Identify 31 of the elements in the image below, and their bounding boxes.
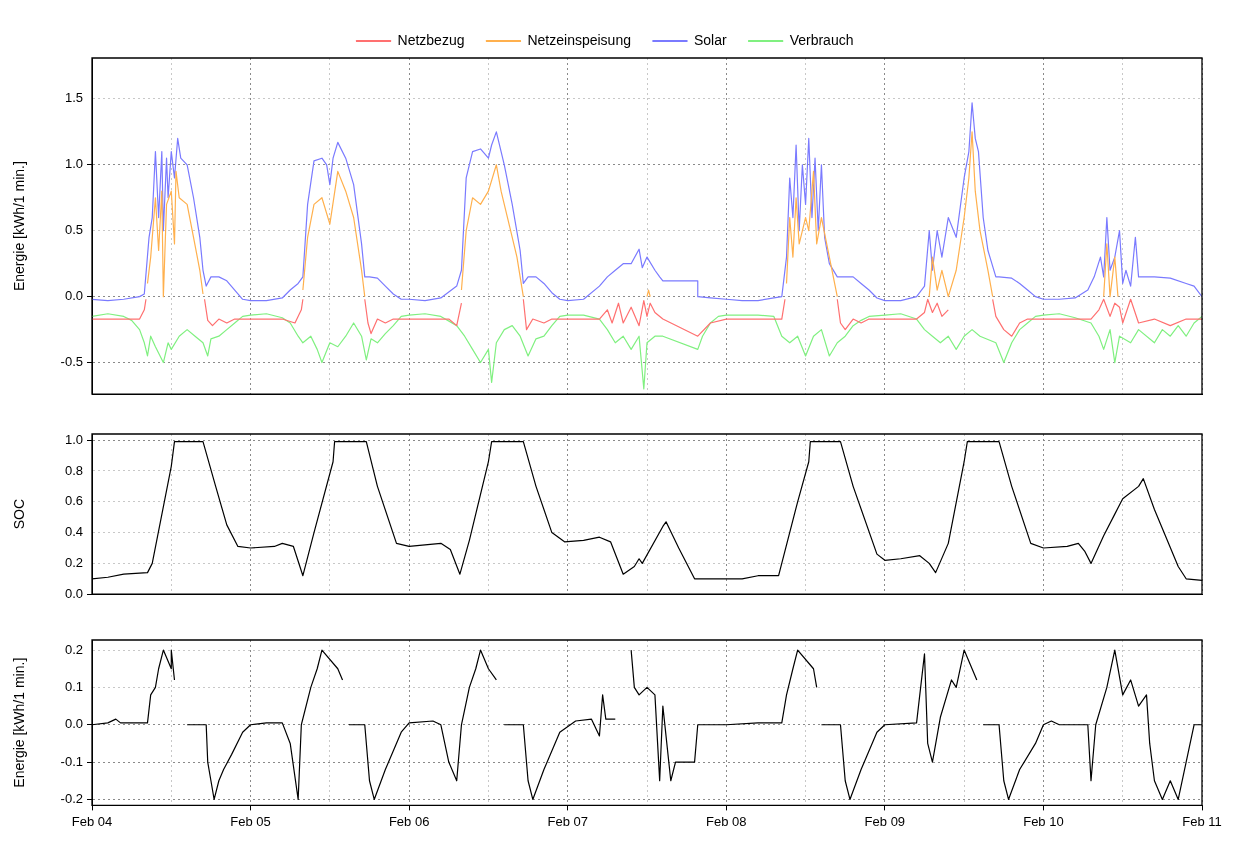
y-tick-label: -0.5 (60, 354, 83, 370)
x-tick-label: Feb 07 (547, 813, 588, 829)
y-axis-title: SOC (11, 498, 28, 530)
x-tick-label: Feb 09 (864, 813, 906, 829)
legend-label: Netzeinspeisung (527, 31, 631, 48)
y-tick-label: 0.5 (64, 222, 83, 238)
x-tick-label: Feb 11 (1182, 813, 1222, 829)
y-tick-label: 0.2 (64, 554, 83, 570)
y-axis-title: Energie [kWh/1 min.] (11, 161, 28, 292)
y-tick-label: -0.2 (60, 791, 83, 806)
y-tick-label: 0.1 (64, 679, 83, 694)
y-tick-label: 0.4 (64, 524, 83, 540)
y-tick-label: 0.6 (64, 493, 83, 509)
y-tick-label: 0.0 (64, 288, 83, 304)
legend-label: Solar (693, 31, 727, 48)
x-tick-label: Feb 04 (71, 813, 113, 829)
y-axis-title: Energie [kWh/1 min.] (11, 657, 28, 788)
y-tick-label: 1.0 (64, 156, 83, 172)
y-tick-label: 0.0 (64, 585, 83, 601)
legend-label: Verbrauch (789, 31, 854, 48)
y-tick-label: 0.0 (64, 716, 83, 732)
y-tick-label: 0.8 (64, 462, 83, 478)
x-tick-label: Feb 08 (706, 813, 747, 829)
legend-label: Netzbezug (397, 31, 465, 48)
y-tick-label: 1.0 (64, 431, 83, 447)
y-tick-label: 1.5 (64, 90, 83, 106)
x-tick-label: Feb 05 (230, 813, 271, 829)
x-tick-label: Feb 06 (388, 813, 430, 829)
x-tick-label: Feb 10 (1023, 813, 1064, 829)
y-tick-label: -0.1 (60, 753, 83, 769)
y-tick-label: 0.2 (64, 641, 83, 657)
